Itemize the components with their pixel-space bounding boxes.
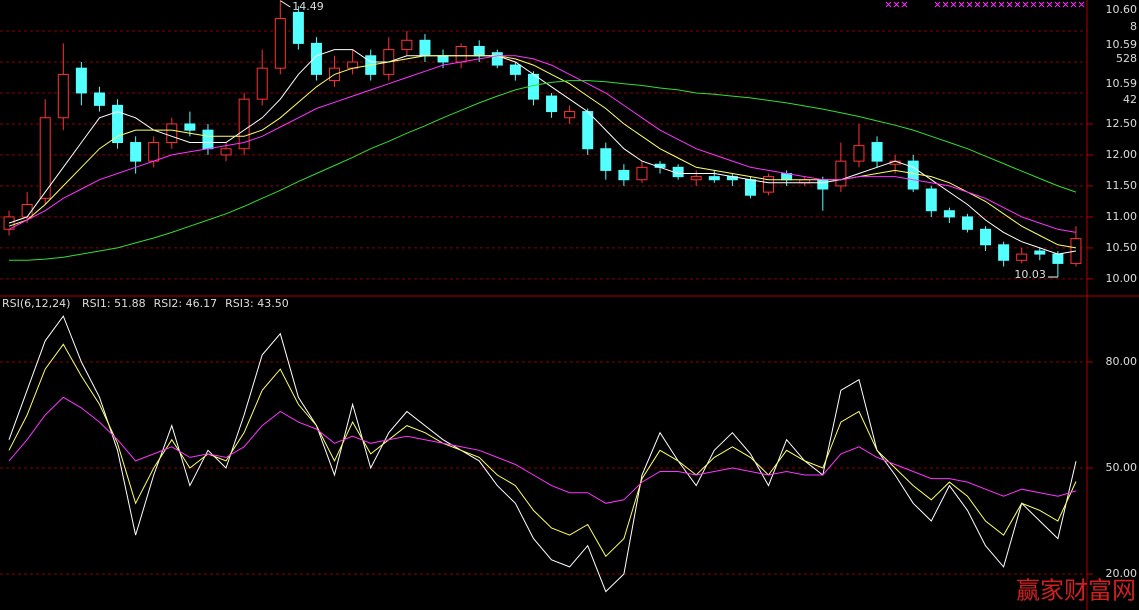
- candle-body: [871, 142, 883, 162]
- candle-body: [292, 11, 304, 44]
- candle-body: [57, 73, 69, 119]
- candle-body: [1034, 250, 1046, 255]
- candle-body: [998, 244, 1010, 261]
- candle-body: [961, 216, 973, 230]
- candle-body: [401, 39, 413, 51]
- candle-body: [690, 176, 702, 181]
- series-line: [8, 49, 1077, 255]
- info-value: 528: [1116, 52, 1137, 65]
- y-tick-label: 11.50: [1106, 179, 1138, 192]
- candle-body: [925, 188, 937, 212]
- y-tick-label: 80.00: [1106, 355, 1138, 368]
- panel-title: RSI(6,12,24): [2, 297, 70, 310]
- candle-body: [618, 169, 630, 181]
- candle-body: [817, 179, 829, 190]
- legend-entry: RSI3: 43.50: [225, 297, 289, 310]
- candle-body: [835, 160, 847, 187]
- series-line: [8, 55, 1077, 249]
- candle-body: [1052, 253, 1064, 264]
- series-line: [8, 343, 1077, 558]
- y-tick-label: 11.00: [1106, 210, 1138, 223]
- max-label: 14.49: [292, 0, 324, 13]
- series-line: [9, 80, 1077, 261]
- legend-entry: RSI2: 46.17: [154, 297, 218, 310]
- candle-body: [202, 129, 214, 150]
- candle-body: [437, 55, 449, 63]
- candle-body: [274, 18, 286, 69]
- series-line: [8, 55, 1077, 233]
- watermark: 赢家财富网: [1016, 577, 1136, 605]
- candle-body: [166, 123, 178, 144]
- candle-body: [184, 123, 196, 131]
- info-value: 8: [1130, 20, 1137, 33]
- series-line: [8, 396, 1077, 504]
- info-value: 42: [1123, 93, 1137, 106]
- candle-body: [93, 92, 105, 106]
- candle-body: [130, 142, 142, 162]
- min-label: 10.03: [1014, 268, 1046, 281]
- info-value: 10.59: [1106, 77, 1138, 90]
- candle-body: [708, 176, 720, 181]
- candle-body: [582, 111, 594, 150]
- candle-body: [744, 179, 756, 196]
- candle-body: [546, 95, 558, 113]
- candle-body: [980, 228, 992, 246]
- candle-body: [943, 210, 955, 218]
- marker-row: [885, 1, 1085, 8]
- y-tick-label: 10.00: [1106, 272, 1138, 285]
- candle-body: [491, 52, 503, 66]
- candle-body: [600, 148, 612, 171]
- candle-body: [75, 67, 87, 94]
- candle-body: [763, 176, 775, 193]
- candle-body: [21, 204, 33, 218]
- candle-body: [636, 166, 648, 181]
- candle-body: [907, 160, 919, 190]
- candle-body: [39, 117, 51, 199]
- info-value: 10.59: [1106, 38, 1138, 51]
- y-tick-label: 10.50: [1106, 241, 1138, 254]
- legend-entry: RSI1: 51.88: [82, 297, 146, 310]
- candle-body: [509, 64, 521, 75]
- y-tick-label: 50.00: [1106, 461, 1138, 474]
- candle-body: [256, 67, 268, 100]
- annotation-line: [280, 0, 291, 8]
- candle-body: [419, 39, 431, 57]
- candle-body: [310, 42, 322, 75]
- candle-body: [455, 45, 467, 63]
- candle-body: [853, 145, 865, 162]
- candle-body: [148, 142, 160, 162]
- candle-body: [564, 111, 576, 119]
- y-tick-label: 20.00: [1106, 567, 1138, 580]
- candle-body: [220, 148, 232, 156]
- candle-body: [112, 104, 124, 144]
- info-value: 10.60: [1106, 3, 1138, 16]
- candle-body: [238, 98, 250, 150]
- y-tick-label: 12.00: [1106, 148, 1138, 161]
- candle-body: [473, 45, 485, 57]
- candle-body: [1016, 253, 1028, 261]
- series-line: [8, 315, 1077, 593]
- y-tick-label: 12.50: [1106, 117, 1138, 130]
